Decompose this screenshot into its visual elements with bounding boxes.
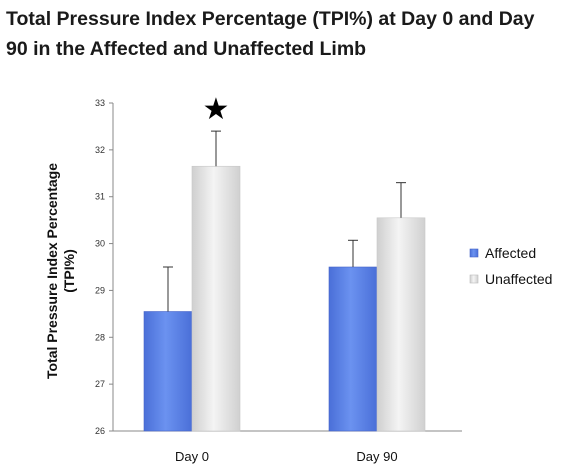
y-tick-label: 33: [95, 98, 105, 108]
bar-affected-0: [143, 311, 193, 432]
x-category-label: Day 0: [175, 449, 209, 464]
x-category-label: Day 90: [356, 449, 397, 464]
bars: [143, 165, 426, 432]
y-tick-label: 29: [95, 285, 105, 295]
y-axis-title-line: (TPI%): [61, 249, 77, 293]
y-tick-label: 28: [95, 332, 105, 342]
chart-title: Total Pressure Index Percentage (TPI%) a…: [6, 8, 535, 60]
y-tick-label: 26: [95, 426, 105, 436]
legend-label: Affected: [485, 245, 536, 261]
y-axis-title-line: Total Pressure Index Percentage: [44, 163, 60, 379]
error-bars: [163, 130, 406, 312]
legend: Affected Unaffected: [469, 245, 552, 287]
bar-affected-1: [328, 266, 378, 432]
y-axis-title: Total Pressure Index Percentage (TPI%): [44, 163, 77, 379]
y-tick-label: 27: [95, 379, 105, 389]
y-tick-label: 30: [95, 239, 105, 249]
annotations: ★: [203, 92, 230, 127]
legend-swatch-affected: [469, 248, 479, 258]
x-axis-labels: Day 0 Day 90: [175, 449, 398, 464]
significance-star-icon: ★: [203, 92, 230, 127]
legend-swatch-unaffected: [469, 274, 479, 284]
bar-unaffected-1: [376, 217, 426, 432]
legend-label: Unaffected: [485, 271, 552, 287]
bar-unaffected-0: [191, 165, 241, 432]
y-tick-label: 32: [95, 145, 105, 155]
y-tick-label: 31: [95, 192, 105, 202]
